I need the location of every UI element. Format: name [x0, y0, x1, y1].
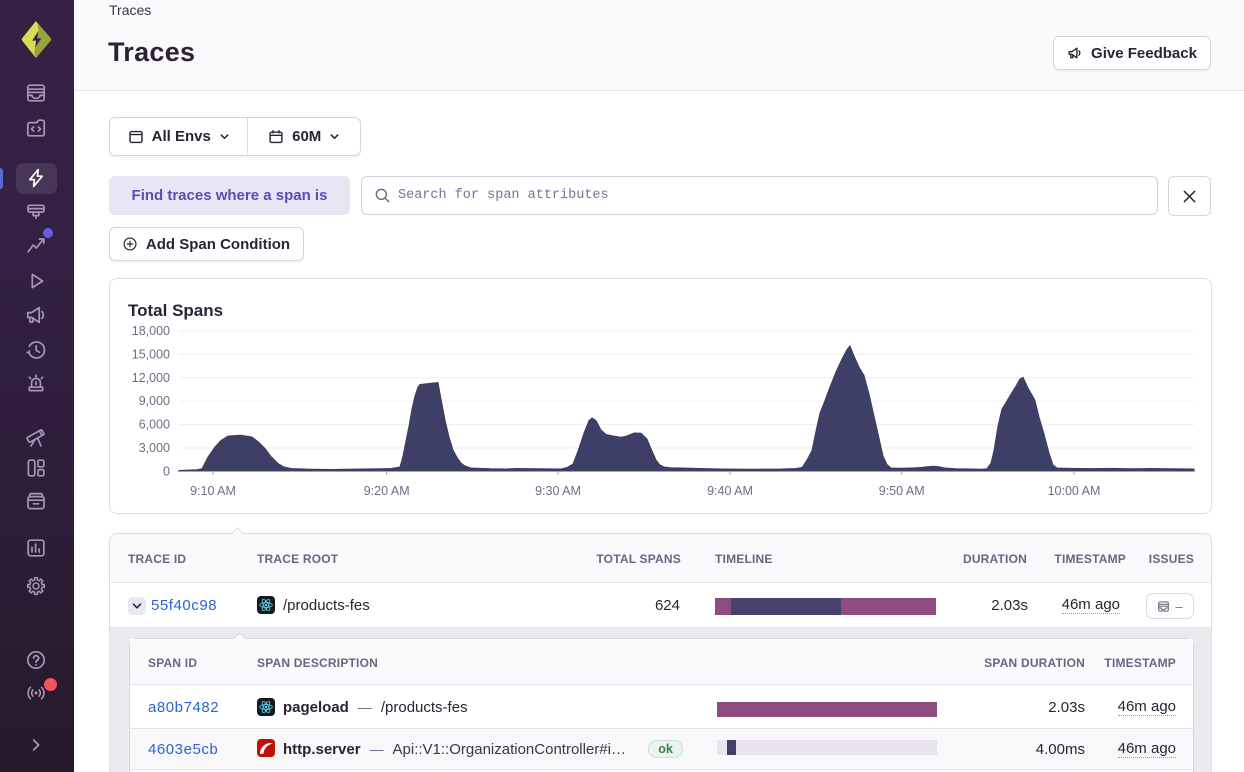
- svg-text:9:50 AM: 9:50 AM: [879, 484, 925, 498]
- svg-text:9:40 AM: 9:40 AM: [707, 484, 753, 498]
- svg-text:9:20 AM: 9:20 AM: [364, 484, 410, 498]
- svg-text:0: 0: [163, 464, 170, 478]
- svg-text:12,000: 12,000: [132, 371, 170, 385]
- svg-text:3,000: 3,000: [139, 441, 170, 455]
- svg-text:9,000: 9,000: [139, 394, 170, 408]
- svg-text:9:30 AM: 9:30 AM: [535, 484, 581, 498]
- svg-text:9:10 AM: 9:10 AM: [190, 484, 236, 498]
- svg-text:18,000: 18,000: [132, 324, 170, 338]
- svg-text:10:00 AM: 10:00 AM: [1048, 484, 1101, 498]
- svg-text:15,000: 15,000: [132, 347, 170, 361]
- svg-text:6,000: 6,000: [139, 418, 170, 432]
